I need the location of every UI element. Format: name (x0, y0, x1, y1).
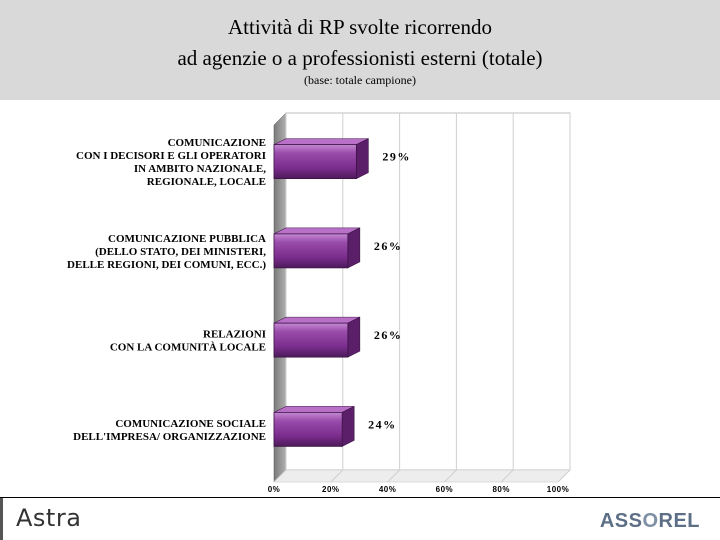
bar-top (273, 227, 360, 235)
category-label: COMUNICAZIONE PUBBLICA (108, 233, 266, 245)
gridline-floor (330, 469, 344, 483)
x-tick-label: 20% (322, 485, 340, 494)
astra-logo: Astra (16, 504, 82, 532)
category-label: IN AMBITO NAZIONALE, (134, 163, 266, 175)
assorel-logo-o: O (642, 510, 659, 532)
bar-value-label: 26% (374, 239, 403, 253)
x-tick-label: 0% (268, 485, 281, 494)
category-label: DELL'IMPRESA/ ORGANIZZAZIONE (73, 431, 266, 443)
bar (273, 144, 357, 180)
logo-left-bar (0, 498, 3, 540)
bar-side (356, 138, 369, 180)
x-tick-label: 100% (547, 485, 569, 494)
category-label: COMUNICAZIONE (168, 137, 266, 149)
x-tick-label: 60% (436, 485, 454, 494)
x-tick-label: 40% (379, 485, 397, 494)
assorel-logo: ASSOREL (600, 510, 700, 533)
category-label: RELAZIONI (203, 329, 266, 341)
bar-value-label: 29% (382, 150, 411, 164)
gridline-floor (500, 469, 514, 483)
chart-subtitle: (base: totale campione) (304, 73, 416, 87)
category-label: CON LA COMUNITÀ LOCALE (110, 342, 266, 354)
plot-floor (273, 469, 571, 483)
bar (273, 322, 349, 358)
gridline-floor (387, 469, 400, 483)
category-label: (DELLO STATO, DEI MINISTERI, (95, 246, 266, 258)
bar-value-label: 24% (368, 417, 397, 431)
category-label: REGIONALE, LOCALE (147, 176, 266, 188)
chart-title-line1: Attività di RP svolte ricorrendo (227, 15, 493, 39)
category-label: DELLE REGIONI, DEI COMUNI, ECC.) (67, 259, 266, 271)
assorel-logo-part2: REL (658, 510, 700, 532)
bar-side (347, 316, 361, 358)
bar-top (273, 316, 360, 324)
category-label: CON I DECISORI E GLI OPERATORI (76, 150, 266, 162)
gridline-floor (557, 469, 571, 483)
x-tick-label: 80% (492, 485, 510, 494)
bar-top (273, 406, 355, 413)
bar-value-label: 26% (374, 328, 403, 342)
gridline-floor (444, 469, 457, 483)
bar-side (341, 405, 355, 447)
assorel-logo-part1: ASS (599, 510, 643, 532)
bar-side (347, 227, 361, 269)
footer-divider (0, 497, 720, 498)
bar-top (273, 138, 369, 145)
bar (273, 411, 343, 447)
bar (273, 233, 349, 269)
header-band (0, 0, 720, 100)
chart-title-line2: ad agenzie o a professionisti esterni (t… (177, 46, 543, 70)
category-label: COMUNICAZIONE SOCIALE (115, 418, 266, 430)
gridline-floor (273, 469, 287, 483)
